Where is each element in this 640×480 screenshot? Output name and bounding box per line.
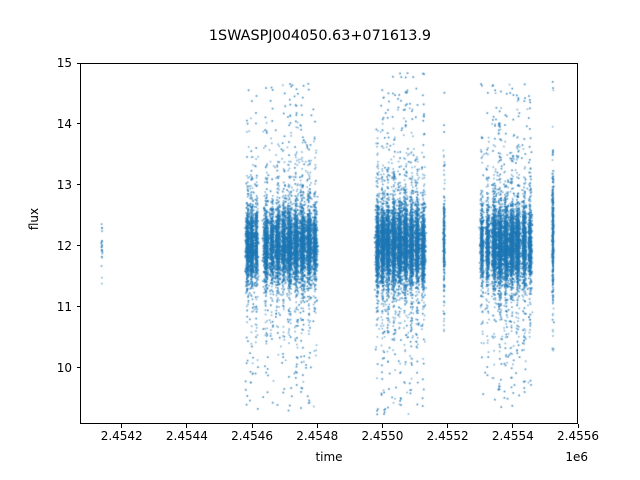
x-tick-label: 2.4542 [100,429,143,443]
x-tick-label: 2.4550 [361,429,404,443]
y-tick-mark [76,184,80,186]
x-tick-mark [121,424,123,428]
x-tick-mark [186,424,188,428]
x-tick-label: 2.4554 [491,429,534,443]
y-tick-label: 11 [56,299,72,314]
y-tick-mark [76,306,80,308]
plot-axes-area [80,63,578,424]
x-tick-label: 2.4556 [557,429,599,443]
y-tick-mark [76,123,80,125]
x-axis-label: time [315,450,343,464]
x-tick-mark [577,424,579,428]
x-axis-offset-label: 1e6 [565,450,588,464]
x-tick-mark [251,424,253,428]
y-axis-label: flux [27,207,41,231]
y-tick-label: 15 [56,56,72,70]
y-tick-mark [76,245,80,247]
x-tick-label: 2.4546 [231,429,274,443]
y-tick-label: 10 [56,360,72,375]
x-tick-mark [381,424,383,428]
scatter-data-canvas [81,64,577,423]
x-tick-mark [447,424,449,428]
x-tick-label: 2.4552 [426,429,469,443]
y-tick-label: 13 [56,177,72,192]
page-title: 1SWASPJ004050.63+071613.9 [208,28,432,44]
y-tick-label: 14 [56,116,72,131]
x-tick-label: 2.4548 [296,429,339,443]
y-tick-label: 12 [56,238,72,253]
x-tick-mark [512,424,514,428]
x-tick-label: 2.4544 [165,429,208,443]
x-tick-mark [316,424,318,428]
y-tick-mark [76,62,80,64]
y-tick-mark [76,367,80,369]
